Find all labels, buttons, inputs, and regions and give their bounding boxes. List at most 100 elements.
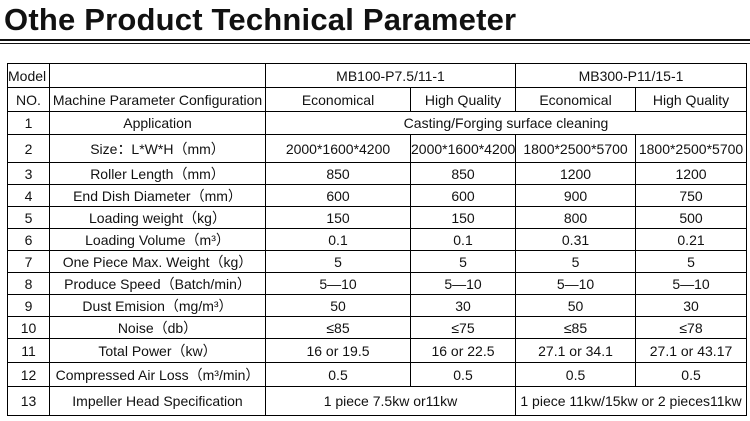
table-cell: Application	[49, 111, 266, 135]
table-cell: 5	[409, 250, 517, 273]
table-cell: 850	[265, 162, 411, 185]
table-cell: Size：L*W*H（mm）	[49, 134, 266, 163]
table-cell: 0.5	[515, 362, 637, 387]
table-cell: Compressed Air Loss（m³/min）	[49, 362, 266, 387]
table-cell: Dust Emision（mg/m³）	[49, 294, 266, 317]
table-cell: 1800*2500*5700	[635, 134, 748, 163]
title-rule	[0, 43, 750, 44]
table-cell: MB300-P11/15-1	[515, 63, 748, 88]
table-cell: Roller Length（mm）	[49, 162, 266, 185]
table-cell: Economical	[265, 87, 411, 112]
table-cell: 5	[7, 206, 50, 229]
table-cell: 1	[7, 111, 50, 135]
table-cell: 5	[265, 250, 411, 273]
table-cell: ≤85	[515, 316, 637, 339]
table-cell: 12	[7, 362, 50, 387]
table-row: 6 Loading Volume（m³） 0.1 0.1 0.31 0.21	[7, 228, 748, 251]
table-cell: ≤75	[409, 316, 517, 339]
table-cell: Loading Volume（m³）	[49, 228, 266, 251]
table-cell: 150	[409, 206, 517, 229]
table-cell: NO.	[7, 87, 50, 112]
table-cell: Machine Parameter Configuration	[49, 87, 266, 112]
table-cell: 0.1	[265, 228, 411, 251]
table-cell: 900	[515, 184, 637, 207]
table-cell: 2	[7, 134, 50, 163]
table-row: NO. Machine Parameter Configuration Econom…	[7, 87, 748, 112]
table-cell: 150	[265, 206, 411, 229]
table-cell: 5—10	[265, 272, 411, 295]
table-row: 12 Compressed Air Loss（m³/min） 0.5 0.5 0.5 0.…	[7, 362, 748, 387]
table-cell: 8	[7, 272, 50, 295]
table-cell: 27.1 or 43.17	[635, 338, 748, 363]
parameter-table: Model MB100-P7.5/11-1 MB300-P11/15-1 NO. Mac…	[7, 63, 748, 416]
table-cell: 500	[635, 206, 748, 229]
table-cell: 6	[7, 228, 50, 251]
table-cell: 1 piece 7.5kw or11kw	[264, 386, 517, 416]
table-cell: 750	[635, 184, 748, 207]
table-cell: 600	[265, 184, 411, 207]
table-row: 1 Application Casting/Forging surface clea…	[7, 111, 748, 135]
table-cell: Noise（db）	[49, 316, 266, 339]
table-cell: 50	[515, 294, 637, 317]
table-cell: Impeller Head Specification	[49, 386, 266, 416]
table-cell: 1 piece 11kw/15kw or 2 pieces11kw	[515, 386, 748, 416]
table-cell: High Quality	[635, 87, 748, 112]
title: Othe Product Technical Parameter	[4, 2, 517, 37]
table-row: 13 Impeller Head Specification 1 piece 7.5…	[7, 386, 748, 416]
table-cell: ≤85	[265, 316, 411, 339]
table-row: 4 End Dish Diameter（mm） 600 600 900 750	[7, 184, 748, 207]
table-row: 9 Dust Emision（mg/m³） 50 30 50 30	[7, 294, 748, 317]
table-cell: 0.5	[265, 362, 411, 387]
table-cell: 0.1	[409, 228, 517, 251]
table-cell: 1200	[515, 162, 637, 185]
table-cell: Produce Speed（Batch/min）	[49, 272, 266, 295]
table-cell: 13	[7, 386, 50, 416]
table-cell: 600	[409, 184, 517, 207]
table-cell: Loading weight（kg）	[49, 206, 266, 229]
table-row: 2 Size：L*W*H（mm） 2000*1600*4200 2000*1600*4…	[7, 134, 748, 163]
table-cell: 5—10	[409, 272, 517, 295]
table-cell: 3	[7, 162, 50, 185]
table-cell: Model	[7, 63, 50, 88]
table-cell: 9	[7, 294, 50, 317]
table-cell: 0.31	[515, 228, 637, 251]
table-row: 7 One Piece Max. Weight（kg） 5 5 5 5	[7, 250, 748, 273]
table-cell: 5	[515, 250, 637, 273]
table-row: Model MB100-P7.5/11-1 MB300-P11/15-1	[7, 63, 748, 88]
table-cell: 4	[7, 184, 50, 207]
table-cell: 11	[7, 338, 50, 363]
table-row: 8 Produce Speed（Batch/min） 5—10 5—10 5—10 5—1…	[7, 272, 748, 295]
table-cell: High Quality	[409, 87, 517, 112]
table-cell: Total Power（kw）	[49, 338, 266, 363]
table-cell: 1200	[635, 162, 748, 185]
table-cell: 0.5	[409, 362, 517, 387]
table-row: 11 Total Power（kw） 16 or 19.5 16 or 22.5 27.…	[7, 338, 748, 363]
table-cell: 7	[7, 250, 50, 273]
table-cell: 2000*1600*4200	[409, 134, 517, 163]
table-row: 3 Roller Length（mm） 850 850 1200 1200	[7, 162, 748, 185]
table-cell: ≤78	[635, 316, 748, 339]
table-cell: 800	[515, 206, 637, 229]
table-cell: 50	[265, 294, 411, 317]
table-cell: 1800*2500*5700	[515, 134, 637, 163]
table-cell: 5	[635, 250, 748, 273]
table-cell: Economical	[515, 87, 637, 112]
title-rule	[0, 39, 750, 41]
empty-cell	[49, 63, 266, 88]
table-cell: 10	[7, 316, 50, 339]
table-cell: 16 or 19.5	[265, 338, 411, 363]
table-cell: 0.21	[635, 228, 748, 251]
table-cell: 5—10	[515, 272, 637, 295]
table-cell: 30	[635, 294, 748, 317]
table-cell: Casting/Forging surface cleaning	[264, 111, 748, 135]
table-cell: 850	[409, 162, 517, 185]
table-row: 10 Noise（db） ≤85 ≤75 ≤85 ≤78	[7, 316, 748, 339]
table-cell: 2000*1600*4200	[265, 134, 411, 163]
table-cell: End Dish Diameter（mm）	[49, 184, 266, 207]
table-row: 5 Loading weight（kg） 150 150 800 500	[7, 206, 748, 229]
table-cell: 27.1 or 34.1	[515, 338, 637, 363]
table-cell: 16 or 22.5	[409, 338, 517, 363]
table-cell: 30	[409, 294, 517, 317]
table-cell: 5—10	[635, 272, 748, 295]
